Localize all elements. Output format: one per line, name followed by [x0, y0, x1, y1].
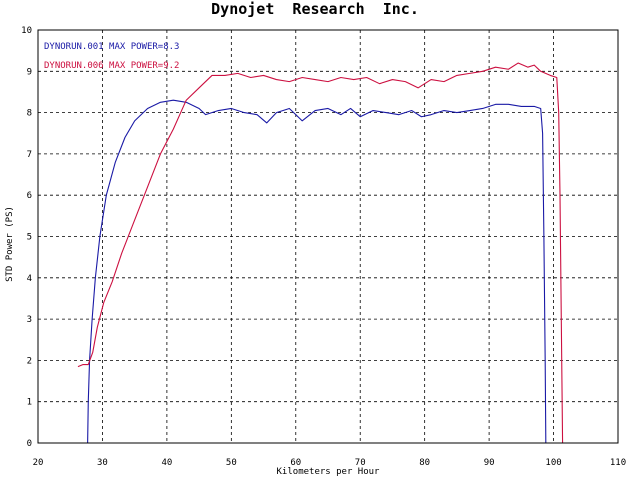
x-tick-label: 20	[33, 458, 44, 468]
x-tick-label: 40	[161, 458, 172, 468]
y-tick-label: 0	[27, 439, 32, 449]
grid-lines	[38, 30, 618, 443]
x-tick-label: 70	[355, 458, 366, 468]
x-tick-label: 100	[545, 458, 561, 468]
y-tick-label: 1	[27, 398, 32, 408]
legend: DYNORUN.001 MAX POWER=8.3 DYNORUN.006 MAX…	[44, 42, 179, 71]
y-tick-labels: 0 1 2 3 4 5 6 7 8 9 10	[21, 26, 32, 449]
y-tick-label: 4	[27, 274, 32, 284]
y-tick-label: 3	[27, 315, 32, 325]
x-tick-label: 110	[610, 458, 626, 468]
y-tick-label: 10	[21, 26, 32, 36]
x-axis-label: Kilometers per Hour	[277, 467, 381, 477]
x-tick-label: 60	[290, 458, 301, 468]
x-tick-label: 90	[484, 458, 495, 468]
x-tick-label: 30	[97, 458, 108, 468]
y-tick-label: 2	[27, 356, 32, 366]
plot-frame	[37, 29, 619, 444]
series-line-2	[77, 62, 564, 444]
chart-title: Dynojet Research Inc.	[211, 0, 419, 18]
y-tick-label: 9	[27, 67, 32, 77]
x-tick-label: 50	[226, 458, 237, 468]
series-layer	[77, 62, 564, 444]
series-line-1	[87, 99, 547, 444]
x-tick-labels: 20 30 40 50 60 70 80 90 100 110	[33, 458, 627, 468]
y-tick-label: 7	[27, 150, 32, 160]
y-tick-label: 8	[27, 109, 32, 119]
legend-entry-2: DYNORUN.006 MAX POWER=9.2	[44, 61, 179, 71]
y-tick-label: 6	[27, 191, 32, 201]
legend-entry-1: DYNORUN.001 MAX POWER=8.3	[44, 42, 179, 52]
y-tick-label: 5	[27, 233, 32, 243]
y-axis-label: STD Power (PS)	[5, 206, 15, 282]
x-tick-label: 80	[419, 458, 430, 468]
